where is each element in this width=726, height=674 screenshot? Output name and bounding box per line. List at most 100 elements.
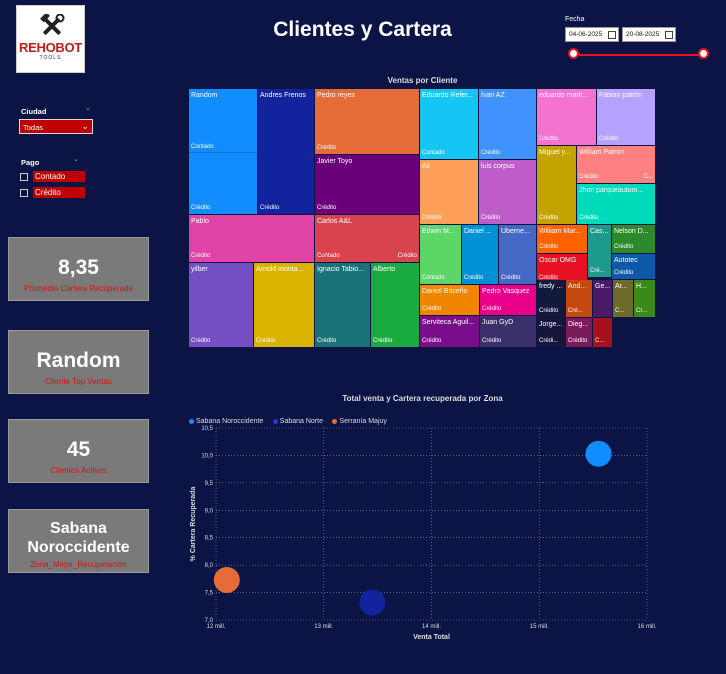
treemap-subcell-label: Cré... bbox=[590, 268, 605, 274]
treemap-cell[interactable]: William Mar... Crédito bbox=[537, 225, 588, 254]
treemap-cell[interactable]: Nelson D... Crédito bbox=[612, 225, 656, 254]
treemap-subcell-label: Crédito bbox=[482, 306, 502, 312]
scatter-point-sabana-norte[interactable] bbox=[359, 589, 386, 616]
treemap-cell[interactable]: eduardo marti... Crédito bbox=[537, 89, 597, 146]
treemap-subcell-label: Crédito bbox=[568, 338, 588, 344]
sales-by-client-treemap[interactable]: Random Contado Crédito Andres Frenos Crédito… bbox=[189, 89, 656, 348]
treemap-cell[interactable]: Andres Frenos Crédito bbox=[258, 89, 315, 215]
brand-name: REHOBOT bbox=[19, 40, 82, 55]
treemap-cell-label: Ar... bbox=[615, 283, 628, 290]
treemap-cell-label: Carlos A&L bbox=[317, 218, 353, 225]
date-range-slider-track[interactable] bbox=[573, 54, 704, 56]
treemap-cell-label: Uberne... bbox=[501, 228, 530, 235]
treemap-cell[interactable]: Fabian patrón Crédito bbox=[597, 89, 656, 146]
treemap-cell[interactable]: Random Contado Crédito bbox=[189, 89, 258, 215]
treemap-cell[interactable]: Javier Toyo Crédito bbox=[315, 155, 420, 215]
treemap-cell[interactable]: Daniel ... Crédito bbox=[462, 225, 499, 285]
treemap-cell-label: Nelson D... bbox=[614, 228, 649, 235]
chevron-down-icon[interactable]: ⌄ bbox=[85, 105, 91, 112]
treemap-cell[interactable]: Autotec Crédito bbox=[612, 254, 656, 280]
treemap-cell[interactable]: Cas... Cré... bbox=[588, 225, 612, 278]
treemap-title: Ventas por Cliente bbox=[387, 76, 458, 85]
treemap-cell[interactable]: Serviteca Aguil... Crédito bbox=[420, 316, 480, 348]
treemap-cell[interactable]: Oscar OMG Crédito bbox=[537, 254, 588, 285]
treemap-cell[interactable]: And... Cré... bbox=[566, 280, 593, 318]
treemap-cell[interactable]: Ivan AZ Crédito bbox=[479, 89, 537, 160]
treemap-cell[interactable]: Miguel y... Crédito bbox=[537, 146, 577, 225]
treemap-subcell-label: Contado bbox=[191, 144, 214, 150]
treemap-cell[interactable]: Ar... C... bbox=[613, 280, 634, 318]
treemap-cell[interactable]: Carlos A&L Contado Crédito bbox=[315, 215, 420, 263]
start-date-input[interactable]: 04-06-2025 bbox=[565, 27, 619, 42]
treemap-cell[interactable]: Ali Crédito bbox=[420, 160, 479, 225]
treemap-subcell-label: Crédito bbox=[464, 275, 484, 281]
x-tick-label: 12 mill. bbox=[206, 624, 225, 630]
treemap-cell[interactable]: Pedro Vasquez Crédito bbox=[480, 285, 537, 316]
ciudad-selected-value: Todas bbox=[23, 123, 44, 132]
treemap-cell-label: Random bbox=[191, 92, 218, 99]
treemap-cell[interactable]: Uberne... Crédito bbox=[499, 225, 537, 285]
treemap-cell[interactable]: Juan GyD Crédito bbox=[480, 316, 537, 348]
treemap-subcell-label: Crédito bbox=[579, 174, 599, 180]
treemap-cell[interactable]: Jhon parqueautom... Crédito bbox=[577, 184, 656, 225]
treemap-cell[interactable]: yilber Crédito bbox=[189, 263, 254, 348]
treemap-cell[interactable]: Arnold monta... Crédito bbox=[254, 263, 315, 348]
scatter-legend: Sabana Noroccidente Sabana Norte Serraní… bbox=[189, 410, 392, 428]
treemap-subcell-label: Crédito bbox=[317, 205, 337, 211]
treemap-cell-label: Pedro reyes bbox=[317, 92, 355, 99]
legend-label: Sabana Noroccidente bbox=[196, 418, 264, 425]
checkbox[interactable] bbox=[20, 173, 28, 181]
treemap-subcell-label: Crédito bbox=[614, 244, 634, 250]
treemap-cell[interactable]: Ge... bbox=[593, 280, 613, 318]
treemap-cell-label: Dieg... bbox=[568, 321, 589, 328]
treemap-cell[interactable]: Eduardo Refer... Contado bbox=[420, 89, 479, 160]
calendar-icon[interactable] bbox=[665, 31, 673, 39]
treemap-subcell-label: Crédito bbox=[260, 205, 280, 211]
legend-item[interactable]: Sabana Norte bbox=[272, 418, 323, 425]
pago-filter-label: Pago bbox=[21, 158, 40, 167]
scatter-point-serranía-majuy[interactable] bbox=[213, 566, 240, 593]
end-date-input[interactable]: 20-08-2025 bbox=[622, 27, 676, 42]
ciudad-dropdown[interactable]: Todas ⌄ bbox=[19, 119, 93, 134]
kpi-card-zona-mejor: Sabana Noroccidente Zona_Mejor_Recuperac… bbox=[8, 509, 149, 573]
treemap-subcell-label: Crédito bbox=[579, 215, 599, 221]
treemap-cell-label: Daniel Briceño bbox=[422, 288, 468, 295]
date-filter-label: Fecha bbox=[565, 16, 585, 23]
treemap-cell[interactable]: H... Cr... bbox=[634, 280, 656, 318]
chevron-down-icon[interactable]: ⌄ bbox=[73, 156, 79, 163]
treemap-subcell-label: Crédito bbox=[501, 275, 521, 281]
calendar-icon[interactable] bbox=[608, 31, 616, 39]
treemap-cell[interactable]: Edwin M... Contado bbox=[420, 225, 462, 285]
date-range-end-handle[interactable] bbox=[698, 48, 709, 59]
x-tick-label: 14 mill. bbox=[422, 624, 441, 630]
kpi-label: Cliente Top Ventas bbox=[45, 377, 112, 386]
treemap-cell[interactable]: Ignacio Tabio... Crédito bbox=[315, 263, 371, 348]
treemap-cell-label: Andres Frenos bbox=[260, 92, 306, 99]
zone-scatter-chart[interactable]: 7,0 7,5 8,0 8,5 9,0 9,5 10,0 10,5 12 mill. 13 mil… bbox=[185, 405, 660, 645]
treemap-cell[interactable]: luis corpus Crédito bbox=[479, 160, 537, 225]
treemap-cell-label: William Mar... bbox=[539, 228, 581, 235]
treemap-subcell-label: Cr... bbox=[636, 308, 648, 314]
legend-label: Sabana Norte bbox=[279, 418, 323, 425]
company-logo: REHOBOT TOOLS bbox=[16, 5, 85, 73]
scatter-point-sabana-noroccidente[interactable] bbox=[585, 440, 612, 467]
treemap-cell[interactable]: William Patrón Crédito C... bbox=[577, 146, 656, 184]
legend-item[interactable]: Sabana Noroccidente bbox=[189, 418, 263, 425]
treemap-cell[interactable]: Daniel Briceño Crédito bbox=[420, 285, 480, 316]
dropdown-arrow-icon: ⌄ bbox=[81, 121, 89, 131]
kpi-value: 8,35 bbox=[58, 256, 99, 279]
date-range-start-handle[interactable] bbox=[568, 48, 579, 59]
x-tick-label: 16 mill. bbox=[637, 624, 656, 630]
treemap-cell[interactable]: C... bbox=[593, 318, 613, 348]
treemap-subcell-label: Crédito bbox=[599, 136, 619, 142]
treemap-cell[interactable]: Dieg... Crédito bbox=[566, 318, 593, 348]
treemap-cell[interactable]: Alberto Crédito bbox=[371, 263, 420, 348]
legend-item[interactable]: Serranía Majuy bbox=[332, 418, 387, 425]
end-date-value: 20-08-2025 bbox=[626, 31, 660, 38]
treemap-cell-label: Eduardo Refer... bbox=[422, 92, 473, 99]
treemap-cell[interactable]: fredy ... Crédito bbox=[537, 280, 566, 318]
treemap-cell[interactable]: Jorge... Crédi... bbox=[537, 318, 566, 348]
treemap-cell[interactable]: Pedro reyes Crédito bbox=[315, 89, 420, 155]
treemap-cell[interactable]: Pablo Crédito bbox=[189, 215, 315, 263]
checkbox[interactable] bbox=[20, 189, 28, 197]
